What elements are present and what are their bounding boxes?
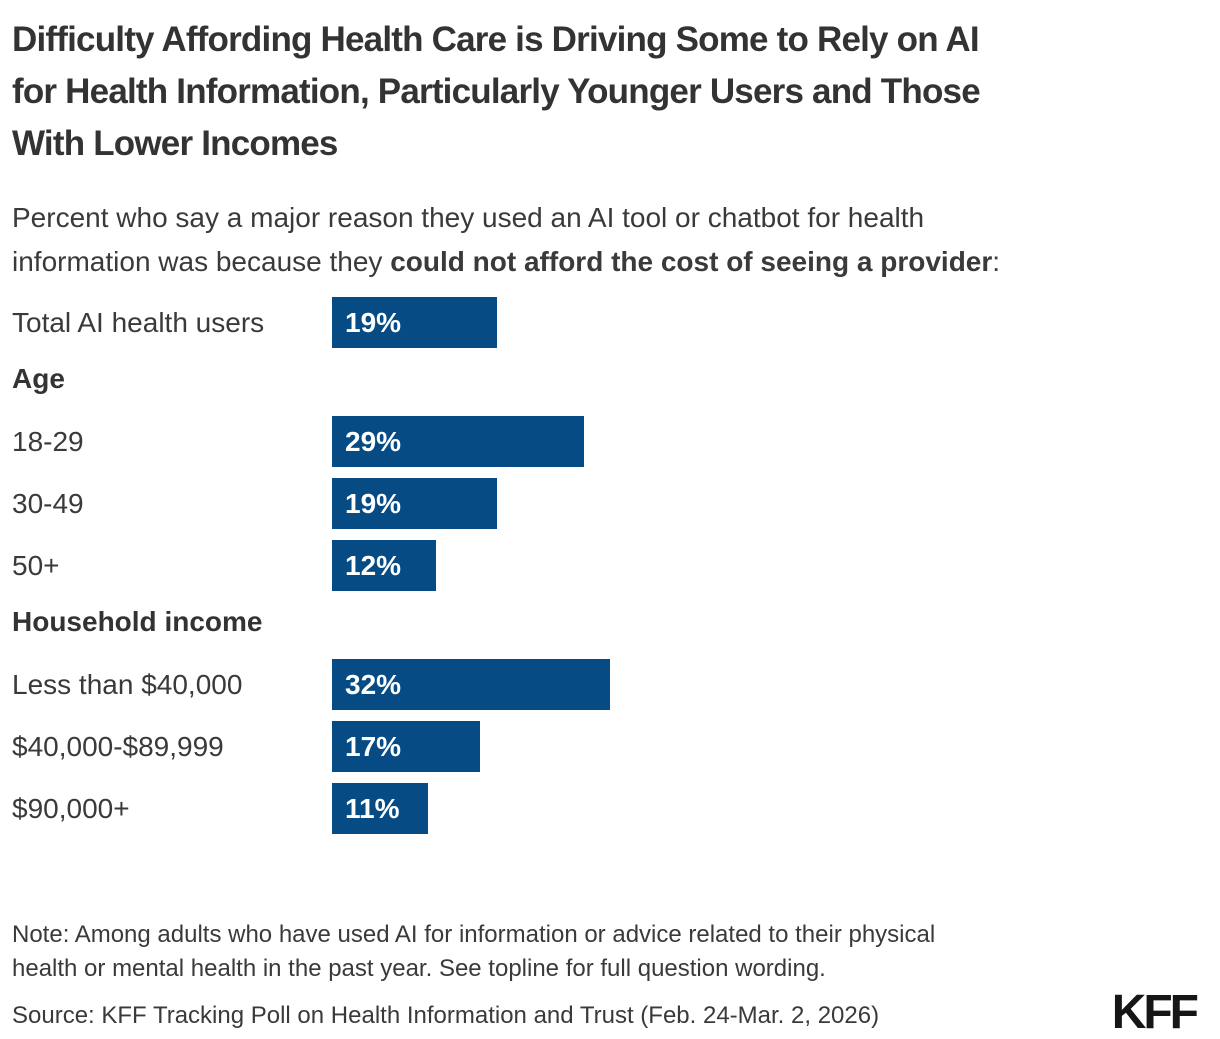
- bar-value-label: 29%: [345, 425, 402, 457]
- bar: 32%: [332, 659, 610, 710]
- group-header: Age: [12, 363, 65, 394]
- subtitle-line1: Percent who say a major reason they used…: [12, 202, 925, 233]
- bar: 19%: [332, 297, 497, 348]
- chart-subtitle: Percent who say a major reason they used…: [12, 196, 1196, 284]
- subtitle-line2-regular: information was because they: [12, 246, 391, 277]
- row-label: Less than $40,000: [12, 668, 243, 700]
- bar-value-label: 12%: [345, 549, 402, 581]
- chart-row: 30-49 19%: [12, 478, 1196, 529]
- group-header: Household income: [12, 606, 263, 637]
- chart-row: 18-29 29%: [12, 416, 1196, 467]
- bar: 12%: [332, 540, 436, 591]
- bar-chart: Total AI health users 19% Age 18-29 29% 30-49…: [12, 297, 1196, 834]
- bar: 11%: [332, 783, 428, 834]
- chart-source: Source: KFF Tracking Poll on Health Info…: [12, 1002, 880, 1029]
- subtitle-line2-bold: could not afford the cost of seeing a pr…: [390, 246, 993, 277]
- bar: 29%: [332, 416, 584, 467]
- chart-row: Less than $40,000 32%: [12, 659, 1196, 710]
- subtitle-line2-suffix: :: [992, 246, 1001, 277]
- chart-row: $40,000-$89,999 17%: [12, 721, 1196, 772]
- bar-value-label: 32%: [345, 668, 402, 700]
- chart-row: $90,000+ 11%: [12, 783, 1196, 834]
- chart-note: Note: Among adults who have used AI for …: [12, 921, 936, 982]
- row-label: 30-49: [12, 487, 84, 519]
- row-label: 50+: [12, 549, 60, 581]
- bar-value-label: 17%: [345, 730, 402, 762]
- row-label: $90,000+: [12, 792, 130, 824]
- row-label: $40,000-$89,999: [12, 730, 224, 762]
- chart-title: Difficulty Affording Health Care is Driv…: [12, 20, 981, 163]
- chart-row: Total AI health users 19%: [12, 297, 1196, 348]
- row-label: 18-29: [12, 425, 84, 457]
- kff-logo: KFF: [1111, 986, 1199, 1039]
- bar: 17%: [332, 721, 480, 772]
- bar: 19%: [332, 478, 497, 529]
- row-label: Total AI health users: [12, 306, 265, 338]
- bar-value-label: 11%: [345, 792, 400, 824]
- bar-value-label: 19%: [345, 306, 402, 338]
- bar-value-label: 19%: [345, 487, 402, 519]
- chart-footer: Source: KFF Tracking Poll on Health Info…: [12, 986, 1199, 1039]
- chart-row: 50+ 12%: [12, 540, 1196, 591]
